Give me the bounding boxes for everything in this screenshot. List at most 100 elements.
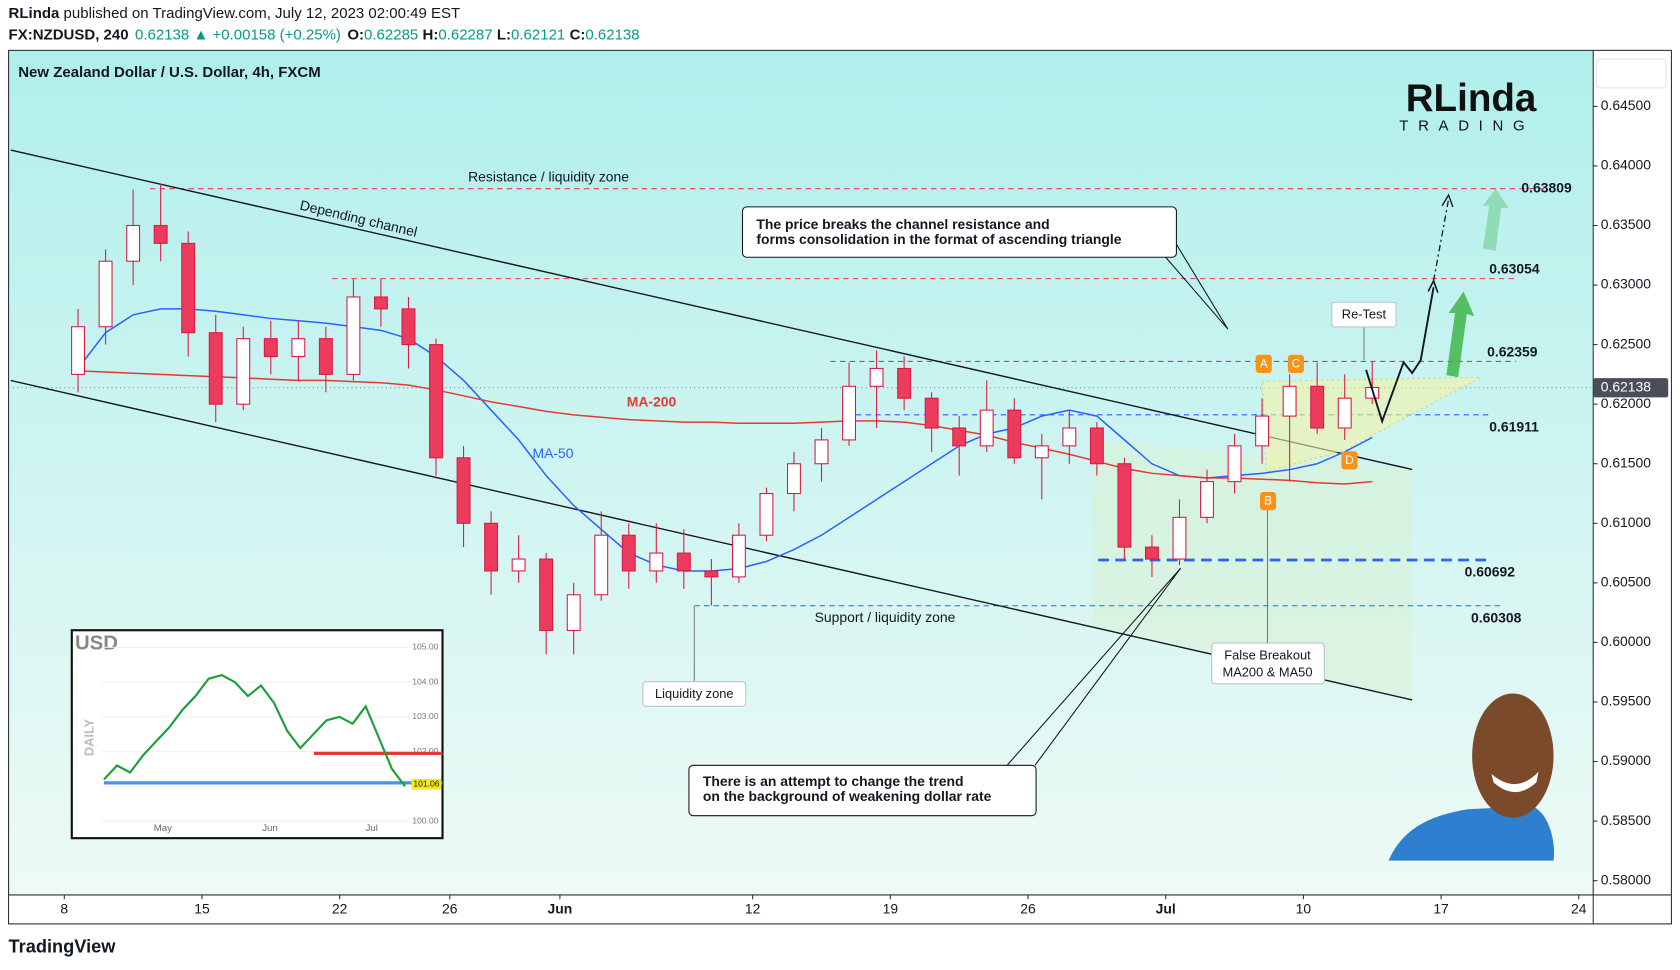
y-tick-label: 0.61000 [1601, 514, 1652, 530]
point-badge [1287, 354, 1304, 373]
projection-path [1365, 287, 1435, 425]
candle-body [1255, 415, 1270, 447]
candle-body [263, 338, 278, 358]
callout-box [688, 764, 1037, 817]
candle-body [1062, 427, 1077, 447]
candle-body [291, 338, 306, 358]
ohlc-key: H: [423, 26, 439, 43]
symbol: FX:NZDUSD, 240 [9, 26, 129, 43]
x-tick-label: 22 [332, 901, 348, 917]
y-tick-label: 0.60500 [1601, 574, 1652, 590]
candle-body [346, 296, 361, 375]
mascot [1388, 693, 1555, 861]
candle-body [814, 439, 829, 465]
point-label: A [1260, 358, 1268, 371]
x-tick-label: 26 [442, 901, 458, 917]
label-box [1331, 301, 1397, 328]
candle-body [1117, 463, 1132, 548]
candle-body [704, 570, 719, 578]
logo-name: RLinda [1406, 77, 1537, 120]
candle-body [373, 296, 388, 310]
annotation: Resistance / liquidity zone [468, 169, 629, 185]
callout-text: forms consolidation in the format of asc… [756, 231, 1121, 247]
inset-month: Jun [262, 823, 278, 834]
projection-dashdot [1432, 199, 1450, 281]
y-tick-label: 0.63000 [1601, 276, 1652, 292]
ma-label: MA-50 [533, 445, 574, 461]
candle-body [649, 552, 664, 572]
inset-frame [70, 629, 444, 840]
candle-body [318, 338, 333, 375]
candle-body [126, 224, 141, 262]
candle-body [1007, 409, 1022, 459]
x-tick-label: 24 [1571, 901, 1587, 917]
x-tick-label: 17 [1433, 901, 1449, 917]
arrow-head [1441, 193, 1454, 208]
level-label: 0.60692 [1465, 564, 1516, 580]
channel-lower [10, 379, 1413, 701]
ohlc-value: 0.62138 [585, 26, 639, 43]
candle-body [208, 332, 223, 405]
mascot-grin [1491, 771, 1539, 793]
candle-body [1034, 445, 1049, 459]
time-axis [8, 894, 1672, 924]
inset-timeframe: DAILY [81, 718, 96, 756]
point-badge [1260, 491, 1277, 511]
candle-body [621, 534, 636, 572]
candle-body [429, 344, 443, 459]
mascot-body [1388, 806, 1555, 861]
ohlc-key: C: [570, 26, 586, 43]
ohlc-value: 0.62121 [511, 26, 565, 43]
chart-frame [8, 49, 1672, 925]
inset-tick-label: 102.00 [412, 746, 438, 756]
y-tick-label: 0.58000 [1601, 871, 1652, 887]
point-label: C [1292, 358, 1301, 371]
inset-tick-label: 104.00 [412, 676, 438, 686]
x-tick-label: 12 [745, 901, 761, 917]
candle-body [759, 492, 774, 536]
header-line: RLinda published on TradingView.com, Jul… [9, 5, 461, 22]
candle-body [153, 224, 168, 244]
x-tick-label: 8 [60, 901, 68, 917]
mascot-head [1472, 693, 1554, 818]
annotation: Liquidity zone [655, 686, 734, 701]
level-label: 0.62359 [1487, 344, 1538, 360]
level-label: 0.60308 [1471, 609, 1522, 625]
label-box [642, 681, 747, 707]
x-tick-label: 15 [194, 901, 210, 917]
inset-chart: USD DAILY May Jun Jul 105.00 104.00 103.00… [70, 629, 444, 840]
y-tick-label: 0.63500 [1601, 216, 1652, 232]
inset-month: Jul [366, 823, 378, 834]
point-label: D [1345, 454, 1353, 467]
label-box [1211, 642, 1325, 685]
candle-body [676, 552, 691, 572]
candle-body [787, 463, 801, 495]
author: RLinda [9, 5, 60, 22]
candle-body [1200, 481, 1214, 518]
candle-body [484, 522, 499, 572]
candle-body [539, 558, 554, 632]
ohlc-key: L: [497, 26, 511, 43]
candle-body [1172, 516, 1187, 560]
y-tick-label: 0.58500 [1601, 812, 1652, 828]
candle-body [1089, 427, 1104, 465]
annotation: Support / liquidity zone [815, 609, 956, 625]
candle-body [842, 385, 857, 441]
candle-body [98, 260, 113, 328]
candle-body [1337, 397, 1352, 429]
last-price-box [1593, 378, 1669, 398]
footer-logo: TradingView [9, 936, 117, 956]
logo-tagline: TRADING [1399, 117, 1534, 134]
callout-text: on the background of weakening dollar ra… [703, 788, 992, 804]
point-badge [1341, 451, 1358, 470]
candle-body [1144, 546, 1159, 560]
candle-body [566, 594, 581, 632]
callout-text: The price breaks the channel resistance … [756, 216, 1049, 232]
published: published on TradingView.com, July 12, 2… [59, 5, 460, 22]
ohlc-value: 0.62287 [438, 26, 492, 43]
callout-pointer [1165, 244, 1229, 330]
callout-pointer [1006, 567, 1182, 766]
ma-line [77, 370, 1373, 485]
last: 0.62138 [135, 26, 189, 43]
